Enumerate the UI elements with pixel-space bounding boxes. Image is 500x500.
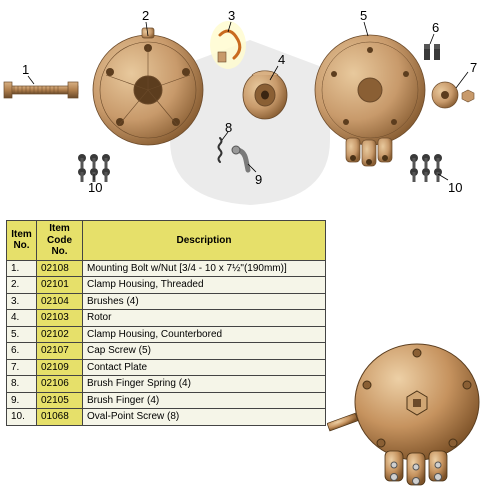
part-cap-screws [424, 44, 440, 60]
table-row: 8.02106Brush Finger Spring (4) [7, 376, 326, 393]
callout-5: 5 [360, 8, 367, 23]
part-brushes [210, 21, 246, 69]
callout-3: 3 [228, 8, 235, 23]
hdr-item-code: Item Code No. [37, 221, 83, 261]
assembly-svg [327, 327, 492, 492]
table-row: 4.02103Rotor [7, 310, 326, 327]
hdr-description: Description [83, 221, 326, 261]
callout-7: 7 [470, 60, 477, 75]
part-rotor [243, 71, 287, 119]
callout-10a: 10 [88, 180, 102, 195]
parts-table: Item No. Item Code No. Description 1.021… [6, 220, 326, 426]
diagram-svg [0, 0, 500, 210]
exploded-diagram: 1 2 3 4 5 6 7 8 9 10 10 [0, 0, 500, 210]
part-housing-cbored [315, 35, 425, 166]
table-row: 2.02101Clamp Housing, Threaded [7, 277, 326, 294]
table-row: 1.02108Mounting Bolt w/Nut [3/4 - 10 x 7… [7, 260, 326, 277]
assembled-view [327, 327, 492, 492]
part-bolt [4, 82, 78, 98]
callout-8: 8 [225, 120, 232, 135]
part-housing-threaded [93, 28, 203, 145]
callout-2: 2 [142, 8, 149, 23]
hdr-item-no: Item No. [7, 221, 37, 261]
table-row: 9.02105Brush Finger (4) [7, 392, 326, 409]
callout-1: 1 [22, 62, 29, 77]
table-body: 1.02108Mounting Bolt w/Nut [3/4 - 10 x 7… [7, 260, 326, 425]
callout-10b: 10 [448, 180, 462, 195]
part-contact-plate [432, 82, 474, 108]
part-screws-right [410, 154, 442, 182]
table-row: 7.02109Contact Plate [7, 359, 326, 376]
table-row: 5.02102Clamp Housing, Counterbored [7, 326, 326, 343]
table-row: 10.01068Oval-Point Screw (8) [7, 409, 326, 426]
table-row: 3.02104Brushes (4) [7, 293, 326, 310]
callout-9: 9 [255, 172, 262, 187]
callout-4: 4 [278, 52, 285, 67]
table-row: 6.02107Cap Screw (5) [7, 343, 326, 360]
callout-6: 6 [432, 20, 439, 35]
table-header-row: Item No. Item Code No. Description [7, 221, 326, 261]
